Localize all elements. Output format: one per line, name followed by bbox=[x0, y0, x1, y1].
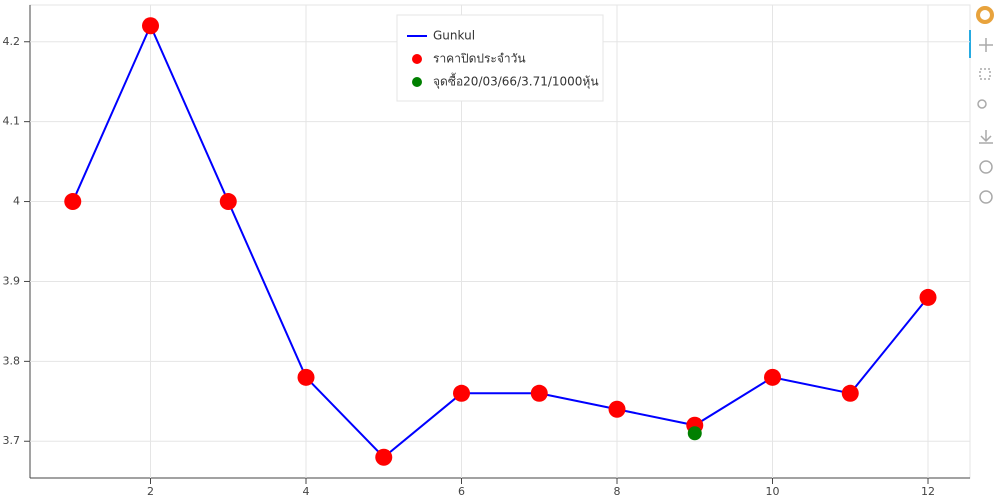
legend-label: จุดซื้อ20/03/66/3.71/1000หุ้น bbox=[433, 73, 599, 90]
x-tick-label: 8 bbox=[614, 485, 621, 498]
legend-label: Gunkul bbox=[433, 29, 475, 43]
point bbox=[64, 193, 82, 211]
box-zoom-tool[interactable] bbox=[979, 68, 991, 80]
y-tick-label: 3.8 bbox=[3, 354, 21, 367]
x-tick-label: 10 bbox=[766, 485, 780, 498]
legend-swatch bbox=[412, 77, 422, 87]
legend-swatch bbox=[412, 54, 422, 64]
x-tick-label: 4 bbox=[303, 485, 310, 498]
x-tick-label: 6 bbox=[458, 485, 465, 498]
legend-box bbox=[396, 14, 604, 102]
legend: Gunkul ราคาปิดประจำวันจุดซื้อ20/03/66/3.7… bbox=[396, 14, 604, 102]
pan-tool[interactable] bbox=[979, 38, 993, 52]
point bbox=[919, 288, 937, 306]
point bbox=[219, 193, 237, 211]
logo bbox=[976, 6, 994, 24]
point bbox=[608, 400, 626, 418]
save-tool[interactable] bbox=[979, 130, 993, 144]
legend-label: ราคาปิดประจำวัน bbox=[433, 52, 526, 66]
point bbox=[687, 426, 702, 441]
y-tick-label: 4 bbox=[13, 195, 20, 208]
point bbox=[297, 368, 315, 386]
point bbox=[764, 368, 782, 386]
point bbox=[453, 384, 471, 402]
point bbox=[375, 448, 393, 466]
wheel-zoom-tool[interactable] bbox=[977, 99, 987, 109]
toolbar bbox=[969, 6, 994, 204]
reset-tool[interactable] bbox=[979, 160, 993, 174]
point bbox=[530, 384, 548, 402]
y-tick-label: 4.2 bbox=[3, 35, 21, 48]
y-tick-label: 3.9 bbox=[3, 274, 21, 287]
help-tool[interactable] bbox=[979, 190, 993, 204]
line bbox=[71, 23, 929, 459]
x-tick-label: 2 bbox=[147, 485, 154, 498]
y-tick-label: 3.7 bbox=[3, 434, 21, 447]
x-tick-label: 12 bbox=[921, 485, 935, 498]
y-tick-label: 4.1 bbox=[3, 115, 21, 128]
point bbox=[841, 384, 859, 402]
point bbox=[142, 17, 160, 35]
